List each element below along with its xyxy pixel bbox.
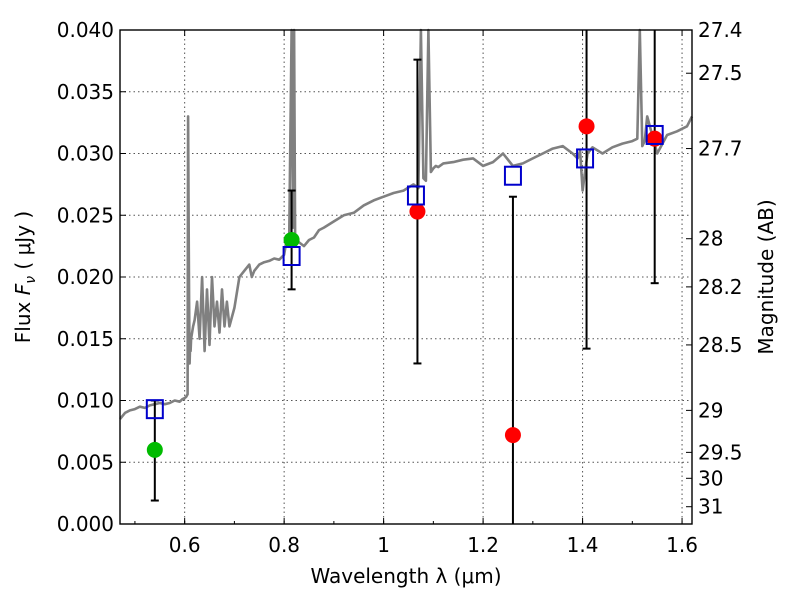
right-tick-label: 27.5 [698, 61, 743, 85]
right-tick-label: 27.7 [698, 137, 743, 161]
model-square-marker [145, 399, 164, 420]
y-tick-label: 0.030 [57, 142, 114, 166]
red-data-point [578, 118, 595, 135]
right-tick-label: 30 [698, 466, 723, 490]
model-square-marker [645, 124, 664, 145]
green-data-point [283, 231, 300, 248]
model-square-marker [503, 165, 522, 186]
grid-lines [120, 30, 692, 524]
right-tick-label: 31 [698, 495, 723, 519]
x-tick-label: 1.2 [467, 533, 499, 557]
y-tick-label: 0.005 [57, 450, 114, 474]
y-axis-title-symbol: F [11, 283, 35, 295]
y-tick-label: 0.025 [57, 203, 114, 227]
red-data-point [646, 130, 663, 147]
red-data-point [504, 427, 521, 444]
x-tick-label: 1 [377, 533, 390, 557]
markers-group [145, 118, 664, 458]
x-tick-label: 1.6 [666, 533, 698, 557]
model-square-marker [406, 185, 425, 206]
right-tick-label: 29 [698, 398, 723, 422]
y-axis-title-subscript: ν [23, 276, 39, 284]
right-tick-label: 29.5 [698, 440, 743, 464]
x-tick-label: 0.8 [268, 533, 300, 557]
right-tick-label: 28.5 [698, 333, 743, 357]
right-tick-label: 28 [698, 227, 723, 251]
right-tick-label: 28.2 [698, 275, 743, 299]
ticks-group: 0.6 0.8 1 1.2 1.4 1.6 0.000 0.005 0.010 0.015 0.02… [57, 18, 743, 557]
model-square-marker [576, 148, 595, 169]
y-tick-label: 0.000 [57, 512, 114, 536]
x-tick-label: 0.6 [169, 533, 201, 557]
y-axis-title-suffix: ( μJy ) [11, 211, 35, 276]
sed-curve-group [118, 28, 694, 420]
y-axis-title-prefix: Flux [11, 295, 35, 343]
y-tick-label: 0.015 [57, 327, 114, 351]
green-data-point [146, 441, 163, 458]
y-axis-title: Flux Fν ( μJy ) [11, 211, 39, 343]
y-tick-label: 0.020 [57, 265, 114, 289]
model-square-marker [282, 246, 301, 267]
right-tick-label: 27.4 [698, 18, 743, 42]
red-data-point [409, 203, 426, 220]
y-tick-label: 0.040 [57, 18, 114, 42]
y-tick-label: 0.035 [57, 80, 114, 104]
x-tick-label: 1.4 [567, 533, 599, 557]
y-tick-label: 0.010 [57, 389, 114, 413]
x-axis-title: Wavelength λ (μm) [310, 564, 501, 588]
right-axis-title: Magnitude (AB) [754, 199, 778, 354]
sed-curve [118, 28, 694, 420]
